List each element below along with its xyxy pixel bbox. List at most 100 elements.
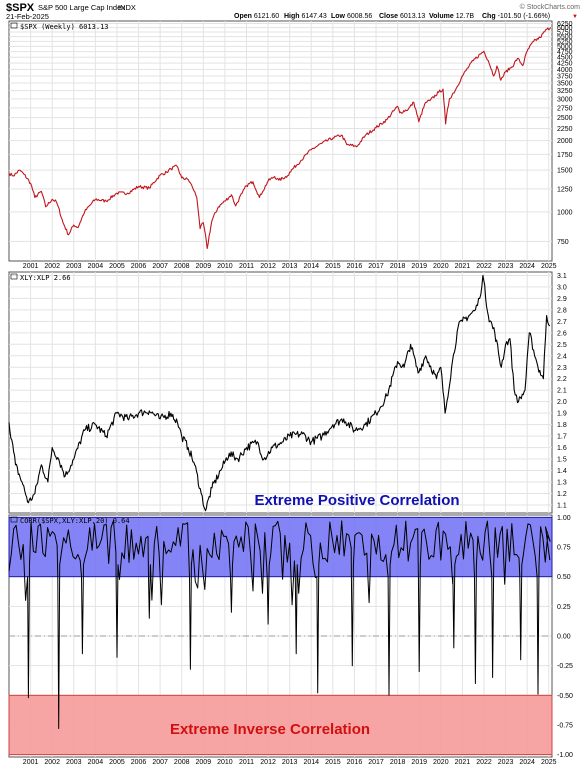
- y-tick-label: 5250: [557, 39, 573, 46]
- x-tick-label: 2004: [88, 759, 104, 766]
- y-tick-label: 1.2: [557, 491, 567, 498]
- ohlc-close: Close 6013.13: [379, 13, 425, 20]
- x-tick-label: 2014: [303, 263, 319, 270]
- y-tick-label: -0.50: [557, 693, 573, 700]
- y-tick-label: 2.7: [557, 319, 567, 326]
- spx-price-line: [8, 27, 552, 250]
- ohlc-low: Low 6008.56: [331, 13, 372, 20]
- x-tick-label: 2007: [152, 759, 168, 766]
- ohlc-chg: Chg -101.50 (-1.66%): [482, 13, 550, 20]
- exchange: INDX: [118, 3, 136, 12]
- x-tick-label: 2002: [44, 263, 60, 270]
- symbol: $SPX: [6, 2, 35, 14]
- x-tick-label: 2007: [152, 263, 168, 270]
- x-tick-label: 2014: [303, 759, 319, 766]
- x-tick-label: 2017: [368, 263, 384, 270]
- x-tick-label: 2019: [411, 759, 427, 766]
- y-tick-label: 2500: [557, 115, 573, 122]
- x-tick-label: 2011: [239, 759, 254, 766]
- positive-correlation-label: Extreme Positive Correlation: [254, 492, 459, 509]
- plot-frame: [8, 271, 553, 514]
- x-tick-label: 2013: [282, 759, 298, 766]
- y-tick-label: 1.6: [557, 445, 567, 452]
- y-tick-label: 2.4: [557, 353, 567, 360]
- x-tick-label: 2021: [455, 759, 471, 766]
- x-tick-label: 2015: [325, 263, 341, 270]
- y-tick-label: 2.0: [557, 399, 567, 406]
- x-tick-label: 2024: [519, 759, 535, 766]
- y-tick-label: 1750: [557, 152, 573, 159]
- symbol-name: S&P 500 Large Cap Index: [38, 3, 125, 12]
- y-tick-label: 1.1: [557, 502, 567, 509]
- y-tick-label: 5000: [557, 44, 573, 51]
- watermark: © StockCharts.com: [520, 3, 581, 11]
- price-panel: 6250600057505500525050004750450042504000…: [8, 20, 573, 270]
- x-tick-label: 2015: [325, 759, 341, 766]
- y-tick-label: 4500: [557, 55, 573, 62]
- y-tick-label: 0.00: [557, 634, 571, 641]
- y-tick-label: 2.3: [557, 365, 567, 372]
- ratio-panel: 3.1 3.0 2.9 2.8 2.7 2.6 2.5 2.4 2.3 2.2 2.1 2.0 1.9 1…: [8, 271, 567, 514]
- y-tick-label: 2.8: [557, 307, 567, 314]
- x-tick-label: 2024: [519, 263, 535, 270]
- y-tick-label: 1500: [557, 168, 573, 175]
- ohlc-high: High 6147.43: [284, 13, 327, 20]
- legend-swatch: [10, 516, 18, 523]
- y-tick-label: 2750: [557, 105, 573, 112]
- legend-label: CORR($SPX,XLY:XLP,20) 0.64: [20, 517, 130, 525]
- x-tick-label: 2016: [347, 263, 363, 270]
- y-tick-label: 1.3: [557, 480, 567, 487]
- correlation-line: [8, 520, 551, 729]
- legend-swatch: [10, 22, 18, 29]
- x-tick-label: 2022: [476, 759, 492, 766]
- legend-label: XLY:XLP 2.66: [20, 274, 71, 282]
- y-tick-label: 0.25: [557, 604, 571, 611]
- y-tick-label: 0.50: [557, 574, 571, 581]
- x-tick-label: 2016: [347, 759, 363, 766]
- x-tick-label: 2019: [411, 263, 427, 270]
- legend-label: $SPX (Weekly) 6013.13: [20, 23, 109, 31]
- y-tick-label: 3.0: [557, 284, 567, 291]
- x-tick-label: 2021: [455, 263, 471, 270]
- xly-xlp-ratio-line: [8, 274, 551, 512]
- y-tick-label: 1.8: [557, 422, 567, 429]
- y-tick-label: 3250: [557, 88, 573, 95]
- ohlc-volume: Volume 12.7B: [429, 13, 474, 20]
- x-tick-label: 2009: [196, 263, 212, 270]
- x-tick-label: 2018: [390, 263, 406, 270]
- x-tick-label: 2002: [44, 759, 60, 766]
- x-tick-label: 2008: [174, 759, 190, 766]
- x-tick-label: 2025: [541, 759, 557, 766]
- x-tick-label: 2003: [66, 759, 82, 766]
- x-tick-label: 2013: [282, 263, 298, 270]
- inverse-correlation-label: Extreme Inverse Correlation: [170, 721, 370, 738]
- x-tick-label: 2018: [390, 759, 406, 766]
- y-tick-label: 6250: [557, 21, 573, 28]
- x-tick-label: 2009: [196, 759, 212, 766]
- inverse-correlation-band: [8, 694, 553, 756]
- x-tick-label: 2003: [66, 263, 82, 270]
- x-tick-label: 2006: [131, 759, 147, 766]
- y-tick-label: 2.1: [557, 388, 567, 395]
- y-tick-label: 5750: [557, 30, 573, 37]
- x-tick-label: 2005: [109, 263, 125, 270]
- x-tick-label: 2020: [433, 759, 449, 766]
- x-tick-label: 2025: [541, 263, 557, 270]
- y-tick-label: 2.5: [557, 342, 567, 349]
- x-tick-label: 2001: [23, 759, 39, 766]
- y-tick-label: 1.00: [557, 515, 571, 522]
- x-tick-label: 2012: [260, 759, 276, 766]
- x-tick-label: 2008: [174, 263, 190, 270]
- y-tick-label: 0.75: [557, 545, 571, 552]
- legend-swatch: [10, 273, 18, 280]
- y-tick-label: 1.5: [557, 457, 567, 464]
- y-tick-label: 2000: [557, 138, 573, 145]
- x-tick-label: 2001: [23, 263, 39, 270]
- y-tick-label: 3750: [557, 73, 573, 80]
- y-tick-label: 750: [557, 239, 569, 246]
- y-tick-label: -1.00: [557, 752, 573, 759]
- y-tick-label: 3000: [557, 96, 573, 103]
- x-tick-label: 2011: [239, 263, 254, 270]
- y-tick-label: 1.9: [557, 411, 567, 418]
